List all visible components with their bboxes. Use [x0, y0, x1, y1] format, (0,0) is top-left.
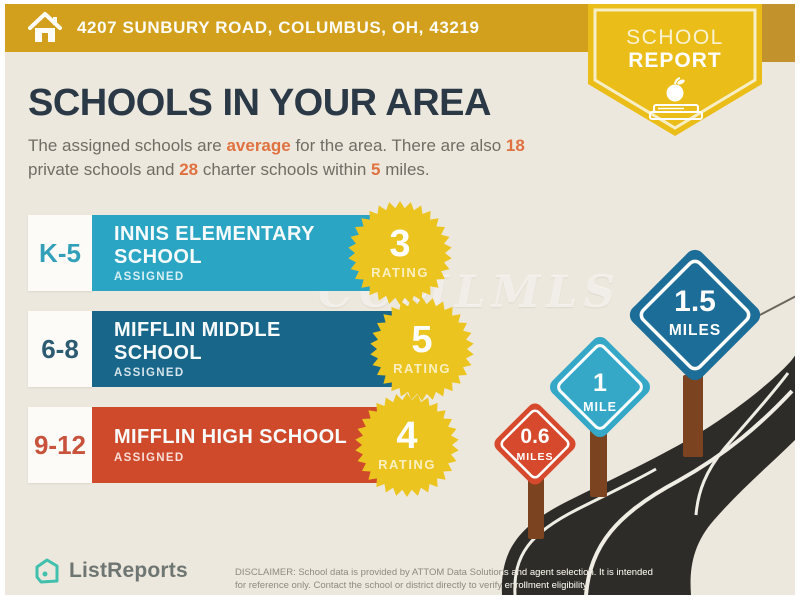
- grade-range-box: 6-8: [28, 311, 92, 387]
- highlight-value: 5: [371, 159, 381, 179]
- highlight-value: 18: [505, 136, 525, 155]
- rating-label: RATING: [393, 361, 451, 376]
- badge-line1: SCHOOL: [626, 26, 724, 49]
- listreports-logo: ListReports: [33, 557, 188, 585]
- rating-badge: 5 RATING: [370, 297, 474, 401]
- ribbon-fold: [762, 4, 795, 62]
- road-center-line: [584, 389, 794, 595]
- distance-unit: MILES: [669, 322, 721, 339]
- starburst-icon: [370, 297, 474, 401]
- disclaimer-text: DISCLAIMER: School data is provided by A…: [235, 567, 653, 591]
- school-bar: MIFFLIN MIDDLE SCHOOL ASSIGNED: [92, 311, 422, 387]
- rating-badge: 3 RATING: [348, 201, 452, 305]
- distance-sign-mid: 1 MILE: [549, 336, 651, 438]
- school-status: ASSIGNED: [114, 270, 185, 283]
- distance-value: 0.6: [520, 425, 549, 448]
- distance-value: 1: [593, 369, 607, 397]
- road-shape: [501, 355, 795, 595]
- school-report-badge: SCHOOL REPORT: [588, 4, 762, 136]
- rating-label: RATING: [378, 457, 436, 472]
- distance-value: 1.5: [674, 285, 716, 318]
- distance-sign-near: 0.6 MILES: [494, 403, 576, 485]
- listreports-logo-text: ListReports: [69, 559, 188, 582]
- school-status: ASSIGNED: [114, 366, 185, 379]
- starburst-icon: [348, 201, 452, 305]
- rating-badge: 4 RATING: [355, 393, 459, 497]
- rating-value: 4: [396, 415, 418, 457]
- highlight-value: average: [226, 136, 291, 155]
- road-edge-line-right: [694, 372, 790, 516]
- grade-range-box: K-5: [28, 215, 92, 291]
- disclaimer-text-road-overlay: DISCLAIMER: School data is provided by A…: [235, 567, 653, 591]
- badge-line2: REPORT: [628, 49, 722, 72]
- sign-post: [590, 425, 607, 497]
- grade-range: 9-12: [33, 429, 87, 460]
- road-distance-graphic: 1.5 MILES 1 MILE 0.6 MILES: [494, 249, 795, 595]
- distance-unit: MILES: [516, 451, 553, 463]
- sign-post: [683, 375, 703, 457]
- page-title: SCHOOLS IN YOUR AREA: [28, 82, 491, 124]
- school-name: INNIS ELEMENTARY SCHOOL: [114, 223, 315, 268]
- infographic-canvas: 4207 SUNBURY ROAD, COLUMBUS, OH, 43219 S…: [5, 4, 795, 595]
- school-name: MIFFLIN MIDDLE SCHOOL: [114, 319, 281, 364]
- property-address: 4207 SUNBURY ROAD, COLUMBUS, OH, 43219: [77, 18, 480, 37]
- rating-value: 5: [411, 319, 433, 361]
- distance-unit: MILE: [583, 400, 617, 414]
- highlight-value: 28: [179, 159, 199, 179]
- road-edge-line-left: [513, 467, 657, 595]
- rating-label: RATING: [371, 265, 429, 280]
- grade-range: 6-8: [41, 333, 79, 364]
- house-icon: [28, 12, 62, 42]
- distance-sign-far: 1.5 MILES: [629, 249, 761, 381]
- school-bar: INNIS ELEMENTARY SCHOOL ASSIGNED: [92, 215, 400, 291]
- apple-books-icon: [649, 77, 703, 120]
- grade-range: K-5: [39, 237, 81, 268]
- intro-text: The assigned schools are average for the…: [28, 136, 525, 179]
- grade-range-box: 9-12: [28, 407, 92, 483]
- school-bar: MIFFLIN HIGH SCHOOL ASSIGNED: [92, 407, 407, 483]
- listreports-house-icon: [35, 558, 59, 584]
- starburst-icon: [355, 393, 459, 497]
- rating-value: 3: [389, 223, 411, 265]
- school-status: ASSIGNED: [114, 451, 185, 464]
- road-horizon-line: [755, 295, 795, 318]
- school-name: MIFFLIN HIGH SCHOOL: [114, 426, 348, 449]
